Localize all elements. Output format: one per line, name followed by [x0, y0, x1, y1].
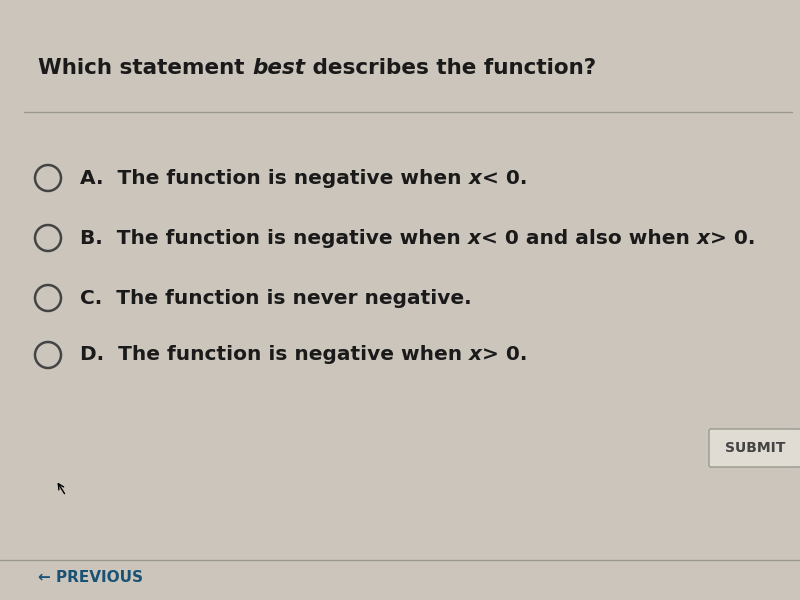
Text: x: x [697, 229, 710, 247]
Text: < 0 and also when: < 0 and also when [481, 229, 697, 247]
Text: B.  The function is negative when: B. The function is negative when [80, 229, 468, 247]
FancyBboxPatch shape [709, 429, 800, 467]
Text: C.  The function is never negative.: C. The function is never negative. [80, 289, 472, 307]
Text: < 0.: < 0. [482, 169, 527, 187]
Text: x: x [469, 169, 482, 187]
Text: best: best [252, 58, 305, 78]
Text: ← PREVIOUS: ← PREVIOUS [38, 571, 143, 586]
Text: x: x [468, 229, 481, 247]
Text: > 0.: > 0. [482, 346, 527, 364]
Text: > 0.: > 0. [710, 229, 755, 247]
Text: SUBMIT: SUBMIT [725, 441, 785, 455]
Text: D.  The function is negative when: D. The function is negative when [80, 346, 469, 364]
Text: describes the function?: describes the function? [305, 58, 596, 78]
Text: Which statement: Which statement [38, 58, 252, 78]
Text: A.  The function is negative when: A. The function is negative when [80, 169, 469, 187]
Text: x: x [469, 346, 482, 364]
